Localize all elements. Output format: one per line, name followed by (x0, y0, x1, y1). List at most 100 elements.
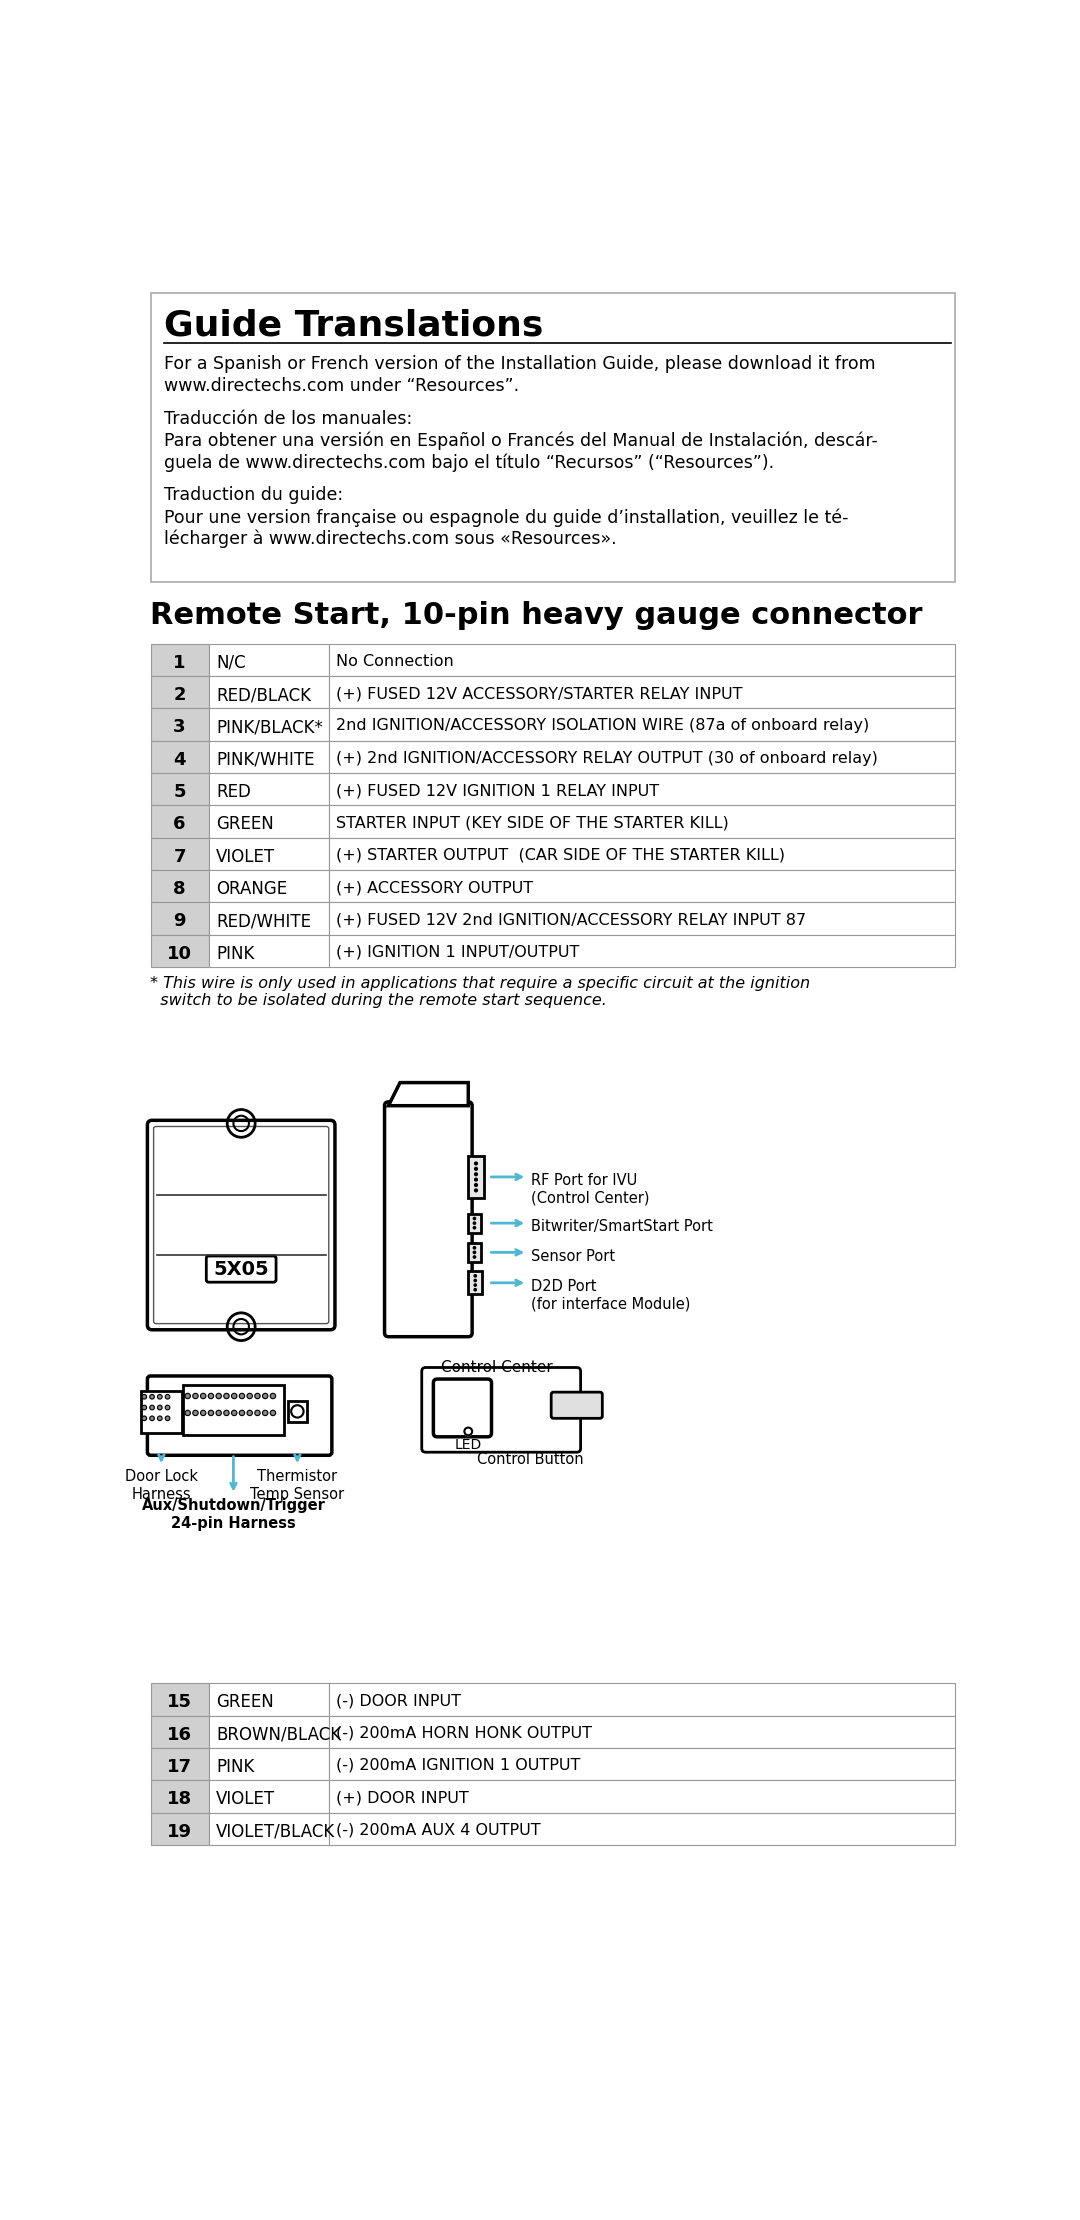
FancyBboxPatch shape (208, 806, 328, 837)
FancyBboxPatch shape (208, 1780, 328, 1812)
FancyBboxPatch shape (150, 1716, 208, 1747)
FancyBboxPatch shape (150, 293, 955, 582)
FancyBboxPatch shape (328, 1716, 955, 1747)
Text: (-) DOOR INPUT: (-) DOOR INPUT (337, 1694, 461, 1707)
Text: 17: 17 (167, 1758, 192, 1776)
FancyBboxPatch shape (328, 677, 955, 708)
Circle shape (473, 1252, 475, 1254)
Text: 2nd IGNITION/ACCESSORY ISOLATION WIRE (87a of onboard relay): 2nd IGNITION/ACCESSORY ISOLATION WIRE (8… (337, 719, 869, 733)
Text: guela de www.directechs.com bajo el título “Recursos” (“Resources”).: guela de www.directechs.com bajo el títu… (164, 453, 774, 471)
Circle shape (474, 1161, 477, 1166)
Text: (+) ACCESSORY OUTPUT: (+) ACCESSORY OUTPUT (337, 879, 534, 895)
FancyBboxPatch shape (150, 1812, 208, 1845)
FancyBboxPatch shape (150, 1683, 208, 1716)
FancyBboxPatch shape (183, 1385, 284, 1436)
Text: (+) STARTER OUTPUT  (CAR SIDE OF THE STARTER KILL): (+) STARTER OUTPUT (CAR SIDE OF THE STAR… (337, 848, 785, 864)
Circle shape (473, 1221, 475, 1223)
Text: 9: 9 (173, 912, 186, 930)
Text: (+) DOOR INPUT: (+) DOOR INPUT (337, 1789, 469, 1805)
Circle shape (473, 1217, 475, 1219)
Circle shape (208, 1394, 214, 1399)
FancyBboxPatch shape (208, 837, 328, 870)
FancyBboxPatch shape (147, 1376, 332, 1456)
Circle shape (141, 1416, 147, 1421)
FancyBboxPatch shape (208, 708, 328, 741)
FancyBboxPatch shape (208, 1812, 328, 1845)
FancyBboxPatch shape (469, 1214, 481, 1232)
Text: 2: 2 (173, 686, 186, 704)
FancyBboxPatch shape (328, 644, 955, 677)
Circle shape (240, 1410, 245, 1416)
Circle shape (165, 1405, 170, 1410)
Circle shape (474, 1183, 477, 1185)
Text: STARTER INPUT (KEY SIDE OF THE STARTER KILL): STARTER INPUT (KEY SIDE OF THE STARTER K… (337, 815, 729, 830)
Circle shape (192, 1410, 198, 1416)
Text: VIOLET: VIOLET (216, 1789, 275, 1809)
FancyBboxPatch shape (206, 1257, 276, 1283)
Text: 18: 18 (167, 1789, 192, 1809)
Circle shape (474, 1288, 476, 1290)
FancyBboxPatch shape (150, 677, 208, 708)
Text: lécharger à www.directechs.com sous «Resources».: lécharger à www.directechs.com sous «Res… (164, 531, 617, 548)
Circle shape (474, 1168, 477, 1170)
Text: (-) 200mA AUX 4 OUTPUT: (-) 200mA AUX 4 OUTPUT (337, 1823, 541, 1838)
Circle shape (474, 1274, 476, 1276)
Text: For a Spanish or French version of the Installation Guide, please download it fr: For a Spanish or French version of the I… (164, 355, 876, 373)
Circle shape (201, 1394, 206, 1399)
FancyBboxPatch shape (147, 1121, 335, 1330)
Circle shape (231, 1410, 237, 1416)
Polygon shape (389, 1083, 469, 1106)
FancyBboxPatch shape (208, 1716, 328, 1747)
Text: 5X05: 5X05 (214, 1259, 269, 1279)
FancyBboxPatch shape (208, 935, 328, 968)
Text: Remote Start, 10-pin heavy gauge connector: Remote Start, 10-pin heavy gauge connect… (150, 602, 923, 630)
FancyBboxPatch shape (208, 644, 328, 677)
FancyBboxPatch shape (328, 1780, 955, 1812)
FancyBboxPatch shape (422, 1368, 581, 1452)
Circle shape (473, 1248, 475, 1250)
Text: 10: 10 (167, 946, 192, 963)
FancyBboxPatch shape (328, 1683, 955, 1716)
Text: RED/WHITE: RED/WHITE (216, 912, 311, 930)
FancyBboxPatch shape (328, 773, 955, 806)
Text: switch to be isolated during the remote start sequence.: switch to be isolated during the remote … (150, 992, 607, 1008)
Text: Traducción de los manuales:: Traducción de los manuales: (164, 411, 413, 428)
FancyBboxPatch shape (150, 901, 208, 935)
FancyBboxPatch shape (328, 806, 955, 837)
FancyBboxPatch shape (141, 1390, 181, 1432)
Text: RED/BLACK: RED/BLACK (216, 686, 311, 704)
Circle shape (473, 1228, 475, 1230)
Text: N/C: N/C (216, 653, 246, 673)
Circle shape (474, 1279, 476, 1281)
Circle shape (158, 1394, 162, 1399)
Text: Aux/Shutdown/Trigger
24-pin Harness: Aux/Shutdown/Trigger 24-pin Harness (141, 1498, 325, 1532)
FancyBboxPatch shape (208, 677, 328, 708)
Text: 6: 6 (173, 815, 186, 832)
FancyBboxPatch shape (328, 708, 955, 741)
FancyBboxPatch shape (384, 1101, 472, 1336)
Text: Control Button: Control Button (477, 1452, 583, 1467)
FancyBboxPatch shape (150, 773, 208, 806)
Text: 3: 3 (173, 719, 186, 737)
Circle shape (474, 1283, 476, 1285)
Text: BROWN/BLACK: BROWN/BLACK (216, 1725, 341, 1743)
Text: Control Center: Control Center (441, 1361, 553, 1374)
Text: Door Lock
Harness: Door Lock Harness (125, 1470, 198, 1501)
Circle shape (224, 1394, 229, 1399)
Circle shape (231, 1394, 237, 1399)
Circle shape (262, 1394, 268, 1399)
FancyBboxPatch shape (150, 708, 208, 741)
FancyBboxPatch shape (433, 1379, 491, 1436)
Text: (+) FUSED 12V ACCESSORY/STARTER RELAY INPUT: (+) FUSED 12V ACCESSORY/STARTER RELAY IN… (337, 686, 743, 702)
Text: VIOLET/BLACK: VIOLET/BLACK (216, 1823, 336, 1840)
Text: GREEN: GREEN (216, 1694, 274, 1712)
Circle shape (150, 1405, 154, 1410)
Text: Thermistor
Temp Sensor: Thermistor Temp Sensor (251, 1470, 345, 1501)
FancyBboxPatch shape (150, 741, 208, 773)
Text: VIOLET: VIOLET (216, 848, 275, 866)
Circle shape (201, 1410, 206, 1416)
FancyBboxPatch shape (208, 870, 328, 901)
Circle shape (255, 1410, 260, 1416)
Circle shape (216, 1410, 221, 1416)
FancyBboxPatch shape (469, 1272, 482, 1294)
